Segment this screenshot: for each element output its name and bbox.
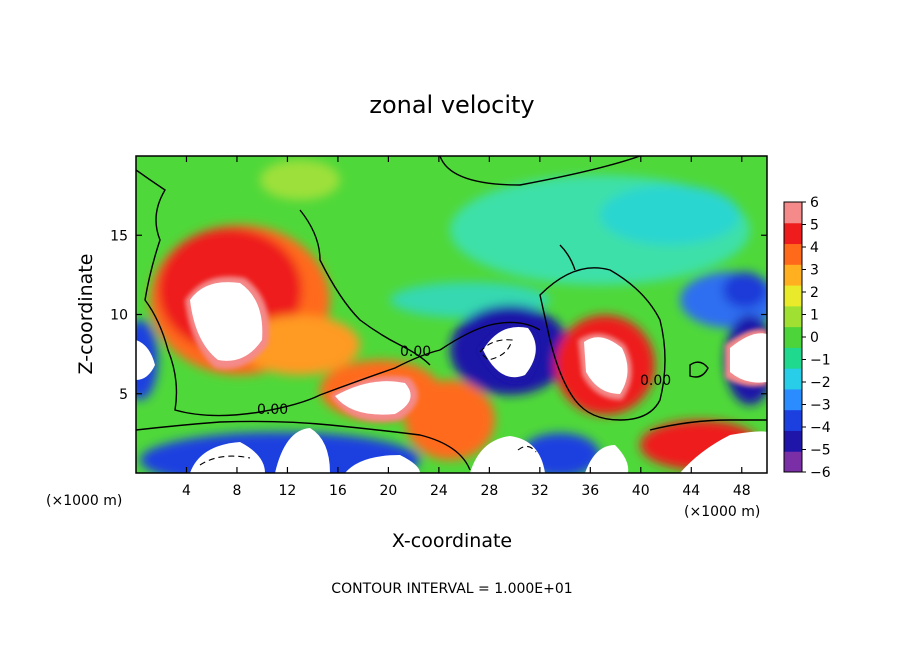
colorbar-segment — [784, 222, 802, 245]
colorbar-segment — [784, 202, 802, 224]
colorbar-tick-label: 0 — [810, 330, 819, 346]
colorbar-segment — [784, 430, 802, 452]
y-tick-label: 5 — [119, 387, 128, 403]
chart-title: zonal velocity — [369, 91, 534, 119]
x-tick-label: 36 — [581, 483, 599, 499]
negative-contours — [199, 339, 537, 466]
y-axis-unit: (×1000 m) — [46, 493, 122, 509]
heatmap-field — [136, 156, 767, 473]
colorbar-tick-label: −3 — [810, 398, 831, 414]
colorbar-tick-label: 4 — [810, 240, 819, 256]
x-tick-label: 28 — [480, 483, 498, 499]
colorbar: 6 5 4 3 2 1 0 −1 −2 −3 −4 −5 −6 — [783, 195, 831, 481]
x-axis-unit: (×1000 m) — [684, 504, 760, 520]
x-tick-label: 24 — [430, 483, 448, 499]
colorbar-tick-label: −4 — [810, 420, 831, 436]
colorbar-segment — [784, 388, 802, 411]
x-tick-label: 48 — [733, 483, 751, 499]
x-tick-label: 44 — [682, 483, 700, 499]
colorbar-segment — [784, 368, 802, 390]
x-tick-label: 8 — [232, 483, 241, 499]
y-axis-label: Z-coordinate — [75, 254, 97, 375]
x-tick-label: 20 — [379, 483, 397, 499]
x-tick-label: 12 — [279, 483, 297, 499]
colorbar-segment — [784, 409, 802, 431]
colorbar-tick-label: 5 — [810, 218, 819, 234]
colorbar-tick-label: 2 — [810, 285, 819, 301]
colorbar-segment — [784, 451, 802, 473]
x-tick-label: 32 — [531, 483, 549, 499]
x-tick-label: 16 — [329, 483, 347, 499]
saturated-regions — [136, 282, 767, 473]
colorbar-segment — [784, 264, 802, 286]
colorbar-segment — [784, 243, 802, 265]
colorbar-segment — [784, 326, 802, 348]
x-axis-ticks: 4 8 12 16 20 24 28 32 36 40 44 48 — [182, 156, 751, 499]
contour-lines — [136, 156, 767, 471]
colorbar-tick-label: 3 — [810, 263, 819, 279]
colorbar-tick-label: −6 — [810, 465, 831, 481]
colorbar-tick-label: −5 — [810, 443, 831, 459]
x-tick-label: 4 — [182, 483, 191, 499]
field-blobs — [136, 160, 767, 473]
contour-label-2: 0.00 — [400, 344, 431, 360]
contour-label: 0.00 — [257, 402, 288, 418]
contour-interval-note: CONTOUR INTERVAL = 1.000E+01 — [331, 581, 572, 597]
colorbar-segment — [784, 285, 802, 307]
x-tick-label: 40 — [632, 483, 650, 499]
colorbar-tick-label: 1 — [810, 308, 819, 324]
y-axis-ticks: 5 10 15 — [110, 228, 767, 403]
y-tick-label: 15 — [110, 228, 128, 244]
colorbar-segment — [784, 347, 802, 369]
colorbar-segment — [784, 305, 802, 328]
colorbar-tick-label: −2 — [810, 375, 831, 391]
y-tick-label: 10 — [110, 308, 128, 324]
colorbar-tick-label: 6 — [810, 195, 819, 211]
x-axis-label: X-coordinate — [392, 530, 512, 552]
colorbar-tick-label: −1 — [810, 353, 831, 369]
contour-label-3: 0.00 — [640, 373, 671, 389]
